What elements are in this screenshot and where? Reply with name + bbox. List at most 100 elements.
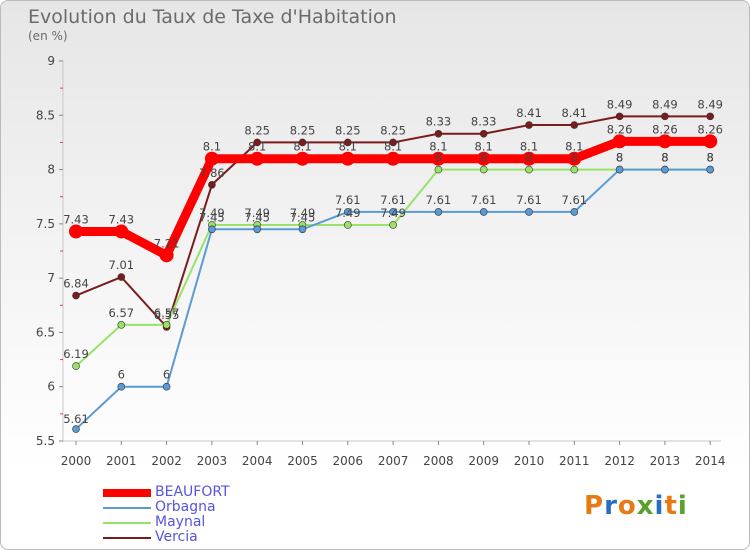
data-label: 8.49 xyxy=(697,97,723,111)
data-point xyxy=(434,208,443,216)
x-tick-label: 2000 xyxy=(61,454,92,468)
y-tick-label: 8 xyxy=(47,163,55,177)
data-label: 8.33 xyxy=(471,115,497,129)
data-label: 8.1 xyxy=(429,140,447,154)
data-label: 8.1 xyxy=(339,140,357,154)
data-label: 8 xyxy=(707,151,714,165)
data-point xyxy=(117,321,126,329)
data-point xyxy=(615,112,624,121)
x-tick-label: 2001 xyxy=(106,454,137,468)
axes xyxy=(59,60,721,445)
data-point xyxy=(525,121,533,129)
data-point xyxy=(343,138,352,147)
data-point xyxy=(343,208,352,216)
y-tick-label: 7.5 xyxy=(36,217,55,231)
data-label: 7.61 xyxy=(516,193,542,207)
legend-item: Orbagna xyxy=(103,500,230,515)
data-label: 7.61 xyxy=(335,193,361,207)
data-label: 7.61 xyxy=(471,193,497,207)
data-label: 8.41 xyxy=(561,106,587,120)
data-point xyxy=(343,221,352,229)
data-point xyxy=(162,382,171,391)
legend-swatch xyxy=(103,536,151,539)
data-label: 8.1 xyxy=(248,140,266,154)
data-point xyxy=(386,151,401,166)
data-point xyxy=(570,165,579,174)
data-point xyxy=(525,165,533,174)
data-point xyxy=(434,129,443,138)
data-label: 6.19 xyxy=(63,347,89,361)
data-label: 5.61 xyxy=(63,412,89,426)
data-point xyxy=(661,112,669,121)
legend-item: Vercia xyxy=(103,530,230,545)
x-tick-label: 2005 xyxy=(287,454,318,468)
data-point xyxy=(162,321,171,329)
data-point xyxy=(657,134,672,149)
x-tick-label: 2006 xyxy=(333,454,364,468)
data-label: 7.49 xyxy=(199,206,225,220)
legend-label: Vercia xyxy=(155,529,198,545)
x-tick-label: 2012 xyxy=(604,454,635,468)
data-point xyxy=(114,224,129,239)
x-tick-label: 2004 xyxy=(242,454,273,468)
legend-item: BEAUFORT xyxy=(103,485,230,500)
data-point xyxy=(570,121,579,129)
data-label: 6.84 xyxy=(63,277,89,291)
data-point xyxy=(570,208,579,216)
y-unit-label: (en %) xyxy=(28,29,68,43)
data-label: 8.33 xyxy=(426,115,452,129)
data-point xyxy=(476,151,491,166)
legend-label: BEAUFORT xyxy=(155,484,230,500)
data-point xyxy=(434,165,443,174)
data-label: 7.45 xyxy=(199,210,225,224)
data-point xyxy=(706,112,715,121)
data-point xyxy=(706,165,715,174)
data-label: 7.01 xyxy=(108,258,134,272)
data-label: 8 xyxy=(661,151,668,165)
data-label: 6 xyxy=(163,368,170,382)
data-label: 8 xyxy=(661,151,668,165)
data-point xyxy=(208,225,216,234)
data-label: 7.43 xyxy=(63,212,89,226)
data-point xyxy=(479,208,488,216)
x-tick-label: 2002 xyxy=(151,454,182,468)
x-tick-label: 2014 xyxy=(695,454,726,468)
data-point xyxy=(389,221,397,229)
data-label: 8.41 xyxy=(516,106,542,120)
y-tick-label: 6.5 xyxy=(36,325,55,339)
data-label: 8.26 xyxy=(652,122,678,136)
data-label: 7.49 xyxy=(380,206,406,220)
data-label: 8 xyxy=(707,151,714,165)
data-point xyxy=(567,151,582,166)
x-tick-label: 2008 xyxy=(423,454,454,468)
data-point xyxy=(72,291,80,300)
data-label: 8.1 xyxy=(203,140,221,154)
data-label: 8.1 xyxy=(475,140,493,154)
data-label: 8.49 xyxy=(652,97,678,111)
data-point xyxy=(298,225,307,234)
data-label: 8.25 xyxy=(290,123,316,137)
data-label: 8 xyxy=(616,151,623,165)
legend-label: Orbagna xyxy=(155,499,216,515)
series-lines xyxy=(69,112,718,433)
data-label: 8.49 xyxy=(607,97,633,111)
data-point xyxy=(250,151,265,166)
data-label: 7.21 xyxy=(154,236,180,250)
data-label: 7.86 xyxy=(199,166,225,180)
data-point xyxy=(117,273,126,281)
data-label: 7.61 xyxy=(426,193,452,207)
data-point xyxy=(298,138,307,147)
data-point xyxy=(72,362,80,370)
data-point xyxy=(479,165,488,174)
legend-swatch xyxy=(103,488,151,497)
data-point xyxy=(204,151,219,166)
data-point xyxy=(253,138,262,147)
data-point xyxy=(431,151,446,166)
data-label: 8.1 xyxy=(520,140,538,154)
x-tick-label: 2009 xyxy=(468,454,499,468)
data-point xyxy=(525,208,533,216)
data-point xyxy=(69,224,83,239)
data-label: 7.49 xyxy=(335,206,361,220)
